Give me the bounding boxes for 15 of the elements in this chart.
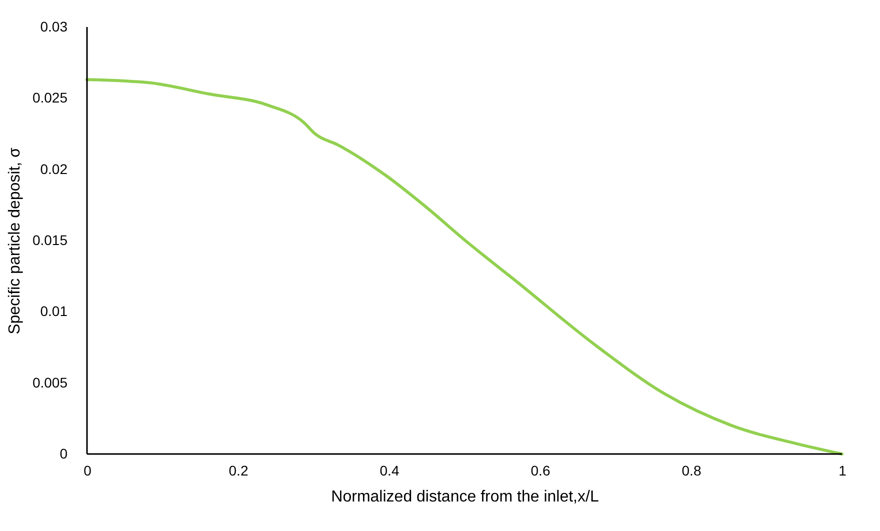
y-tick-label: 0.02: [40, 160, 68, 177]
y-tick-label: 0.01: [40, 303, 68, 320]
x-tick-label: 0: [84, 462, 92, 478]
y-tick-label: 0.005: [32, 374, 68, 390]
x-tick-label: 0.6: [530, 462, 550, 478]
x-tick-label: 1: [838, 462, 847, 478]
x-axis-title: Normalized distance from the inlet,x/L: [331, 488, 599, 506]
y-tick-label: 0.015: [32, 232, 68, 248]
y-axis-title: Specific particle deposit, σ: [6, 147, 24, 334]
x-tick-label: 0.2: [228, 462, 248, 478]
y-tick-label: 0: [60, 446, 68, 462]
x-tick-label: 0.4: [380, 462, 400, 478]
y-tick-label: 0.03: [40, 18, 68, 34]
x-tick-label: 0.8: [682, 462, 702, 478]
y-tick-label: 0.025: [32, 90, 68, 106]
